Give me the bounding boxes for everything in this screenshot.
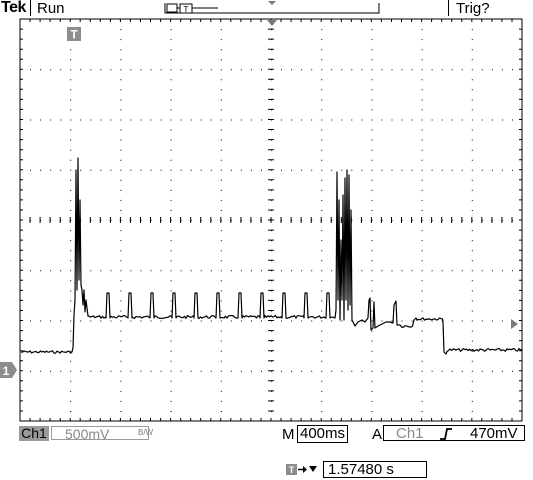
svg-text:T: T xyxy=(289,465,295,475)
bottom-readout-bar: Ch1 500mV B/W M 400ms A Ch1 470mV xyxy=(0,425,533,443)
acquisition-run-state: Run xyxy=(37,0,65,17)
ch1-ground-marker[interactable]: 1 xyxy=(0,362,17,378)
trigger-mode-label: A xyxy=(372,426,383,443)
svg-text:T: T xyxy=(70,28,78,42)
trigger-position-arrow-icon[interactable] xyxy=(267,20,277,26)
trigger-offset-icon: T xyxy=(286,464,317,475)
ch1-volts-per-div[interactable]: 500mV xyxy=(51,426,149,441)
record-view-bar: T xyxy=(164,1,380,14)
brand-logo: Tek xyxy=(1,0,26,16)
svg-text:1: 1 xyxy=(3,364,10,378)
top-status-bar: Tek Run Trig? xyxy=(0,0,533,18)
ch1-waveform-trace xyxy=(20,157,523,355)
ch1-badge[interactable]: Ch1 xyxy=(19,426,49,441)
trigger-level-arrow-icon[interactable] xyxy=(511,319,518,329)
trigger-source: Ch1 xyxy=(396,425,424,442)
divider xyxy=(30,0,31,16)
trigger-position-value[interactable]: 1.57480 s xyxy=(323,461,427,478)
trigger-point-marker[interactable]: T xyxy=(67,27,81,42)
main-timebase-label: M xyxy=(282,426,295,443)
svg-text:T: T xyxy=(184,5,189,14)
rising-edge-icon xyxy=(440,428,452,440)
bandwidth-limit-indicator: B/W xyxy=(138,428,154,437)
trigger-status: Trig? xyxy=(456,0,490,17)
divider xyxy=(448,0,449,16)
trigger-readout[interactable]: Ch1 470mV xyxy=(383,425,525,442)
ch1-trace-line xyxy=(20,157,523,355)
trigger-level: 470mV xyxy=(470,425,518,442)
graticule-grid xyxy=(19,18,523,422)
time-per-div[interactable]: 400ms xyxy=(297,425,349,443)
